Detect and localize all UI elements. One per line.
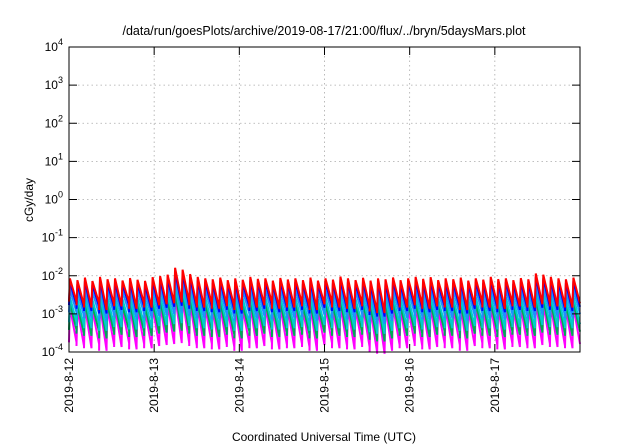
y-tick-label: 102 (45, 113, 63, 130)
y-tick-label: 103 (45, 75, 63, 92)
y-tick-label: 10-2 (42, 266, 63, 283)
y-tick-label: 10-1 (42, 228, 63, 245)
series-line-0 (68, 267, 581, 314)
x-tick-label: 2019-8-14 (232, 358, 246, 413)
y-tick-label: 10-3 (42, 304, 63, 321)
chart-title: /data/run/goesPlots/archive/2019-08-17/2… (122, 24, 526, 38)
y-axis-label: cGy/day (22, 178, 36, 222)
x-tick-label: 2019-8-13 (147, 358, 161, 413)
y-tick-label: 101 (45, 151, 63, 168)
x-tick-label: 2019-8-12 (62, 358, 76, 413)
y-tick-label: 10-4 (42, 342, 63, 359)
grid-lines (69, 47, 580, 352)
x-tick-label: 2019-8-16 (403, 358, 417, 413)
x-tick-label: 2019-8-15 (318, 358, 332, 413)
x-axis-label: Coordinated Universal Time (UTC) (232, 430, 416, 444)
x-tick-label: 2019-8-17 (488, 358, 502, 413)
y-tick-label: 100 (45, 190, 63, 207)
y-tick-label: 104 (45, 37, 63, 54)
axis-ticks: 10-4 10-3 10-2 10-1 100 101 102 103 104 2019-8-12… (42, 37, 580, 413)
